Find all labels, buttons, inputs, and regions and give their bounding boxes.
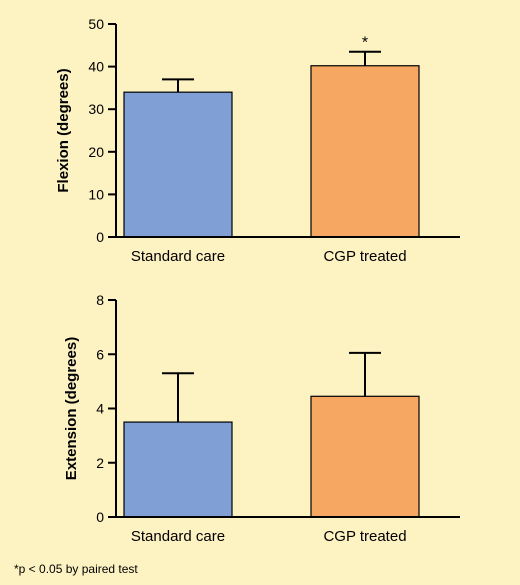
panel-2-y-axis-title: Extension (degrees): [63, 337, 80, 480]
panel-2-ytick-label-4: 4: [96, 401, 104, 417]
panel-2-bar-1: [123, 421, 233, 518]
panel-1-bar-2: [310, 65, 420, 238]
panel-2-ytick-label-6: 6: [96, 346, 104, 362]
panel-1-ytick-label-30: 30: [88, 101, 104, 117]
panel-2-ytick-label-0: 0: [96, 509, 104, 525]
panel-1-bar-1: [123, 91, 233, 238]
panel-2-category-label-2: CGP treated: [323, 528, 406, 545]
panel-2-category-label-1: Standard care: [131, 528, 225, 545]
panel-1-ytick-label-0: 0: [96, 229, 104, 245]
panel-1-ytick-label-50: 50: [88, 16, 104, 32]
panel-1-ytick-label-40: 40: [88, 59, 104, 75]
panel-1-ytick-label-20: 20: [88, 144, 104, 160]
panel-2-bar-2: [310, 395, 420, 518]
footnote: *p < 0.05 by paired test: [14, 562, 138, 576]
panel-2-ytick-label-2: 2: [96, 455, 104, 471]
panel-1-annotation-2: *: [362, 35, 368, 52]
panel-1-y-axis-title: Flexion (degrees): [55, 68, 72, 192]
panel-1-category-label-2: CGP treated: [323, 248, 406, 265]
panel-2-ytick-label-8: 8: [96, 292, 104, 308]
panel-1-category-label-1: Standard care: [131, 248, 225, 265]
panel-1-ytick-label-10: 10: [88, 186, 104, 202]
